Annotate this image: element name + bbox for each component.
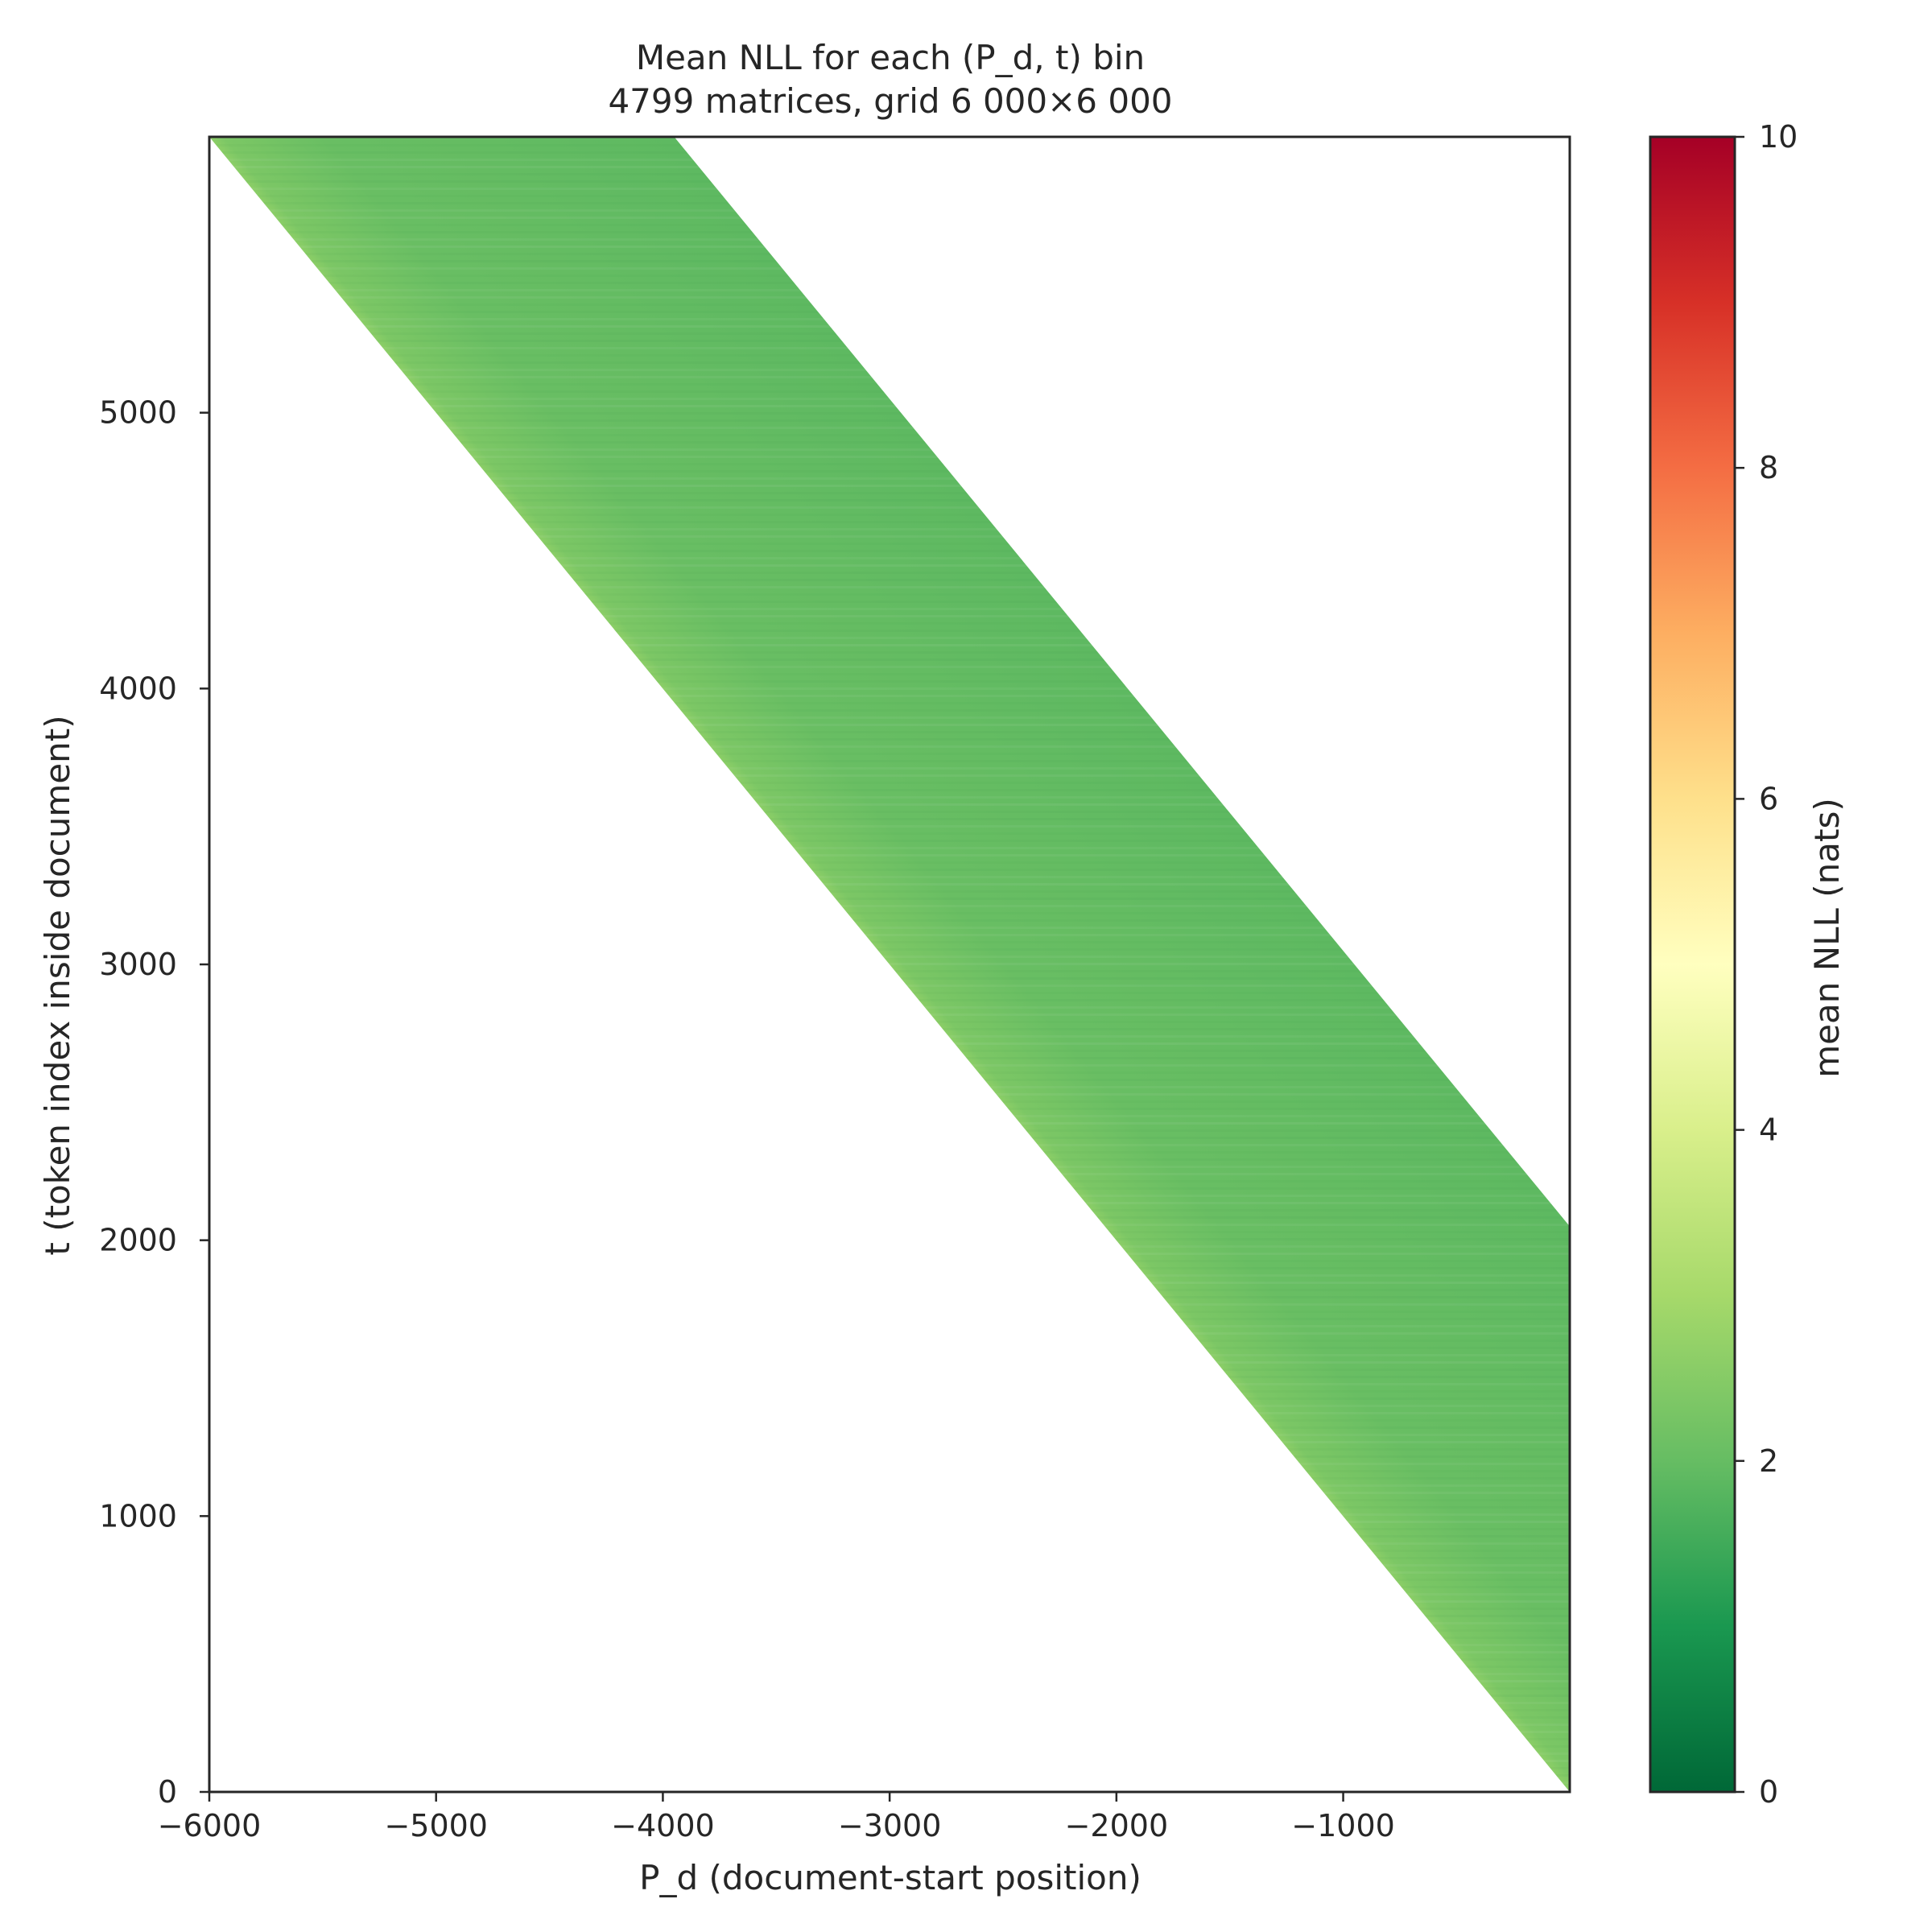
x-tick-label: −5000 (384, 1808, 488, 1843)
y-axis-ticks: 0 1000 2000 3000 4000 5000 (99, 395, 209, 1810)
y-tick-label: 3000 (99, 947, 177, 982)
x-tick-label: −2000 (1065, 1808, 1169, 1843)
colorbar-tick-label: 6 (1759, 781, 1778, 816)
colorbar-tick-label: 8 (1759, 450, 1778, 485)
y-tick-label: 0 (158, 1774, 177, 1810)
colorbar-tick-label: 2 (1759, 1443, 1778, 1479)
x-tick-label: −1000 (1291, 1808, 1395, 1843)
x-tick-label: −6000 (158, 1808, 262, 1843)
colorbar-gradient (1649, 135, 1736, 1794)
x-tick-label: −4000 (611, 1808, 715, 1843)
x-axis-ticks: −6000 −5000 −4000 −3000 −2000 −1000 (158, 1792, 1395, 1843)
colorbar-tick-label: 0 (1759, 1774, 1778, 1810)
colorbar-tick-label: 4 (1759, 1113, 1778, 1148)
x-axis-label: P_d (document-start position) (639, 1858, 1141, 1897)
y-tick-label: 5000 (99, 395, 177, 431)
x-tick-label: −3000 (838, 1808, 942, 1843)
heatmap-band (209, 137, 1570, 1792)
colorbar: 0 2 4 6 8 10 (1649, 119, 1798, 1810)
y-tick-label: 4000 (99, 671, 177, 706)
heatmap-texture (209, 137, 1570, 1784)
colorbar-tick-label: 10 (1759, 119, 1798, 155)
chart-subtitle: 4799 matrices, grid 6 000×6 000 (608, 81, 1172, 121)
plot-area (208, 135, 1571, 1794)
y-tick-label: 2000 (99, 1223, 177, 1258)
chart-title: Mean NLL for each (P_d, t) bin (636, 38, 1145, 77)
y-tick-label: 1000 (99, 1498, 177, 1534)
colorbar-label: mean NLL (nats) (1807, 798, 1847, 1078)
y-axis-label: t (token index inside document) (38, 715, 77, 1255)
